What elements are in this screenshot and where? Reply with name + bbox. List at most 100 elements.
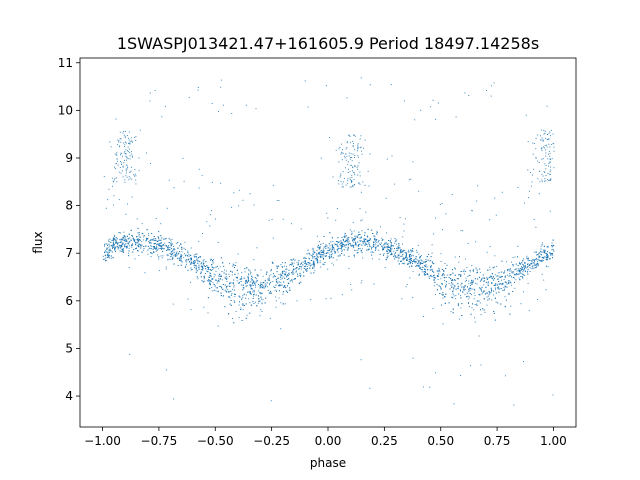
data-point	[131, 196, 133, 198]
data-point	[376, 232, 378, 234]
data-point	[455, 295, 457, 297]
data-point	[319, 256, 321, 257]
data-point	[180, 260, 182, 262]
data-point	[457, 278, 459, 280]
data-point	[190, 254, 192, 256]
data-point	[491, 299, 493, 301]
data-point	[113, 240, 115, 242]
data-point	[170, 246, 172, 248]
data-point	[300, 274, 302, 276]
data-point	[317, 256, 319, 258]
data-point	[336, 244, 338, 246]
data-point	[127, 151, 129, 153]
data-point	[148, 234, 150, 236]
data-point	[467, 295, 469, 297]
data-point	[235, 262, 237, 264]
data-point	[343, 236, 345, 238]
data-point	[470, 282, 472, 284]
data-point	[491, 277, 493, 279]
data-point	[349, 158, 351, 160]
data-point	[198, 266, 200, 268]
data-point	[331, 237, 333, 239]
data-point	[220, 275, 222, 277]
data-point	[171, 255, 173, 257]
data-point	[511, 284, 513, 286]
x-tick-label: 1.00	[540, 434, 567, 448]
data-point	[128, 245, 130, 247]
data-point	[548, 139, 550, 140]
data-point	[190, 269, 192, 271]
data-point	[243, 287, 245, 289]
data-point	[472, 280, 474, 282]
data-point	[508, 281, 509, 283]
data-point	[158, 231, 160, 233]
data-point	[537, 261, 539, 263]
data-point	[531, 263, 533, 265]
data-point	[487, 278, 489, 280]
data-point	[328, 249, 330, 251]
data-point	[169, 258, 171, 260]
data-point	[335, 241, 337, 242]
data-point	[444, 279, 446, 281]
data-point	[344, 155, 345, 157]
data-point	[190, 263, 191, 265]
data-point	[419, 260, 420, 262]
data-point	[209, 284, 211, 286]
data-point	[543, 249, 545, 251]
data-point	[535, 264, 537, 266]
data-point	[452, 289, 454, 291]
data-point	[524, 269, 526, 271]
data-point	[299, 275, 301, 276]
data-point	[527, 258, 529, 260]
data-point	[369, 239, 371, 241]
data-point	[118, 247, 120, 249]
data-point	[122, 155, 123, 157]
data-point	[357, 147, 359, 149]
data-point	[114, 238, 116, 240]
data-point	[543, 279, 545, 281]
data-point	[538, 255, 540, 257]
data-point	[364, 238, 366, 240]
data-point	[298, 268, 300, 270]
data-point	[523, 291, 524, 293]
data-point	[485, 293, 486, 295]
data-point	[230, 290, 232, 292]
data-point	[324, 255, 326, 257]
data-point	[528, 197, 529, 199]
data-point	[503, 287, 505, 289]
data-point	[125, 213, 127, 215]
data-point	[171, 239, 173, 241]
data-point	[146, 238, 148, 240]
data-point	[220, 292, 222, 294]
data-point	[347, 163, 349, 165]
data-point	[129, 152, 131, 154]
data-point	[520, 263, 521, 265]
data-point	[110, 250, 112, 252]
data-point	[347, 246, 349, 248]
data-point	[358, 248, 359, 250]
data-point	[296, 262, 298, 264]
data-point	[127, 158, 129, 160]
data-point	[125, 172, 127, 174]
data-point	[378, 249, 380, 251]
data-point	[255, 284, 256, 286]
data-point	[253, 303, 255, 304]
data-point	[298, 264, 299, 266]
data-point	[168, 242, 170, 243]
data-point	[370, 251, 372, 253]
data-point	[256, 305, 258, 307]
data-point	[210, 275, 212, 277]
data-point	[143, 248, 145, 249]
data-point	[138, 246, 140, 248]
data-point	[160, 245, 161, 247]
data-point	[140, 244, 142, 246]
data-point	[298, 268, 300, 270]
data-point	[231, 274, 233, 276]
data-point	[130, 166, 132, 168]
data-point	[346, 147, 348, 149]
data-point	[547, 153, 549, 155]
data-point	[364, 240, 366, 242]
data-point	[129, 177, 131, 179]
data-point	[522, 271, 524, 273]
data-point	[424, 268, 426, 270]
